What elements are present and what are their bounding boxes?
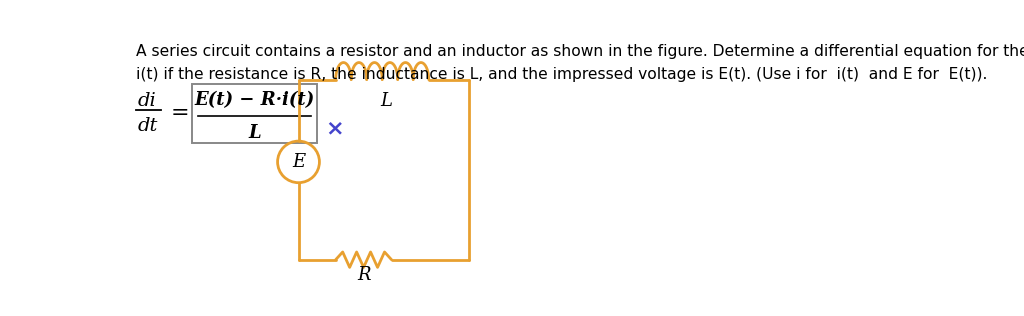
Text: E: E: [292, 153, 305, 171]
Text: A series circuit contains a resistor and an inductor as shown in the figure. Det: A series circuit contains a resistor and…: [136, 44, 1024, 59]
Text: di: di: [137, 92, 156, 110]
FancyBboxPatch shape: [191, 84, 317, 143]
Text: E(t) − R·i(t): E(t) − R·i(t): [195, 91, 314, 109]
Text: =: =: [171, 103, 189, 123]
Text: L: L: [248, 124, 261, 142]
Text: i(t) if the resistance is R, the inductance is L, and the impressed voltage is E: i(t) if the resistance is R, the inducta…: [136, 67, 987, 82]
Text: ×: ×: [325, 118, 343, 138]
Text: dt: dt: [137, 117, 158, 135]
Text: L: L: [380, 92, 392, 110]
Text: R: R: [356, 266, 371, 284]
